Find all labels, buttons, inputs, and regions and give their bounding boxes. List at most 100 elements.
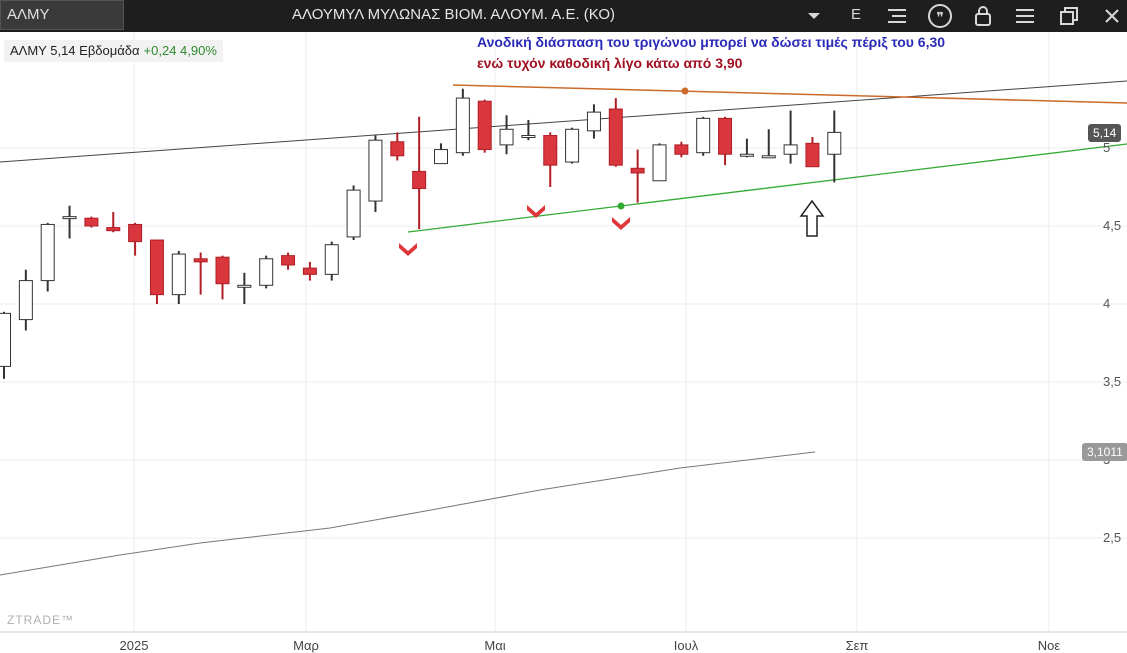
candle-body [171, 253, 186, 296]
toolbar: ΑΛΜΥ ΑΛΟΥΜΥΛ ΜΥΛΩΝΑΣ ΒΙΟΜ. ΑΛΟΥΜ. Α.Ε. (… [0, 0, 1127, 32]
chevron-down-icon[interactable] [799, 0, 829, 32]
candle [718, 116, 733, 166]
candle-body [543, 135, 558, 166]
candle-body [477, 100, 492, 151]
candle-body [434, 149, 448, 165]
candle-body [106, 227, 121, 232]
last-price-tag: 5,14 [1088, 124, 1122, 142]
indicators-icon[interactable] [882, 0, 912, 32]
candle [499, 115, 514, 155]
window-icon[interactable] [1054, 0, 1084, 32]
symbol-input[interactable]: ΑΛΜΥ [0, 0, 124, 30]
candle-body [805, 142, 820, 168]
y-tick-label: 4,5 [1103, 218, 1122, 233]
candle-body [761, 155, 776, 159]
candle [215, 255, 230, 300]
candle [128, 222, 143, 256]
candle-body [18, 280, 33, 321]
period-mode-button[interactable]: E [850, 6, 861, 23]
candle [368, 135, 383, 212]
candle-body [215, 256, 230, 285]
candle-body [149, 239, 164, 296]
y-tick-label: 2,5 [1103, 530, 1122, 545]
candle-body [368, 139, 383, 202]
x-tick-label: 2025 [119, 638, 149, 653]
candle-body [390, 141, 405, 157]
support-trendline [407, 143, 1127, 233]
candle-body [346, 189, 361, 238]
price-change: +0,24 4,90% [143, 43, 217, 58]
candle [630, 149, 645, 203]
candle [237, 272, 252, 304]
candle [543, 132, 558, 187]
candle-body [455, 97, 470, 154]
support-pivot-dot [617, 202, 625, 210]
candle [171, 250, 186, 304]
candle-body [630, 167, 645, 174]
close-icon[interactable] [1097, 0, 1127, 32]
candle [40, 222, 55, 292]
candle [62, 205, 77, 239]
candle-body [412, 170, 427, 190]
candle [346, 185, 361, 241]
lock-icon[interactable] [968, 0, 998, 32]
candle-body [62, 216, 77, 220]
chart-trendlines [0, 80, 1127, 576]
y-tick-label: 4 [1103, 296, 1111, 311]
price-info-box: ΑΛΜΥ 5,14 Εβδομάδα +0,24 4,90% [4, 40, 223, 62]
x-tick-label: Ιουλ [673, 638, 699, 653]
chart-markers [399, 87, 825, 256]
candle [149, 239, 164, 304]
candle [281, 252, 296, 270]
watermark: ZTRADE™ [7, 613, 74, 627]
candle [302, 261, 317, 281]
candle-body [302, 267, 317, 275]
candle [193, 252, 208, 295]
resistance-pivot-dot [681, 87, 689, 95]
candle-body [674, 144, 689, 155]
candle [477, 99, 492, 153]
candle-body [193, 258, 208, 263]
x-tick-label: Νοε [1037, 638, 1061, 653]
candle [455, 88, 470, 156]
candle-body [324, 244, 339, 275]
instrument-title: ΑΛΟΥΜΥΛ ΜΥΛΩΝΑΣ ΒΙΟΜ. ΑΛΟΥΜ. Α.Ε. (ΚΟ) [292, 6, 615, 23]
candle-body [565, 128, 580, 163]
candle-body [281, 255, 296, 266]
candle-body [0, 312, 11, 367]
candle-body [718, 117, 733, 155]
quote-icon[interactable]: ❞ [925, 0, 955, 32]
candle [674, 141, 689, 158]
resistance-trendline [452, 84, 1127, 104]
candle [739, 138, 754, 158]
menu-icon[interactable] [1010, 0, 1040, 32]
candle [805, 137, 820, 168]
candle [84, 216, 99, 228]
candle-body [696, 117, 711, 154]
y-tick-label: 3,5 [1103, 374, 1122, 389]
candle-body [84, 217, 99, 227]
candle [18, 269, 33, 331]
y-tick-label: 5 [1103, 140, 1111, 155]
candle [608, 98, 623, 167]
candle [652, 143, 667, 182]
candle [696, 116, 711, 156]
annotation-text-downside: ενώ τυχόν καθοδική λίγο κάτω από 3,90 [477, 55, 743, 71]
x-tick-label: Μαι [484, 638, 506, 653]
candle-body [259, 258, 274, 286]
candle-body [783, 144, 798, 155]
candle [761, 129, 776, 159]
long-term-trendline [0, 80, 1127, 163]
candle-body [739, 153, 754, 157]
candle [827, 110, 842, 183]
candle-body [499, 128, 514, 146]
x-tick-label: Μαρ [293, 638, 319, 653]
candle-body [608, 108, 623, 166]
candle [586, 104, 601, 139]
candle-body [521, 135, 536, 139]
candle [259, 255, 274, 289]
annotation-text-upside: Ανοδική διάσπαση του τριγώνου μπορεί να … [477, 34, 946, 50]
candle [324, 241, 339, 281]
svg-text:❞: ❞ [936, 10, 944, 26]
